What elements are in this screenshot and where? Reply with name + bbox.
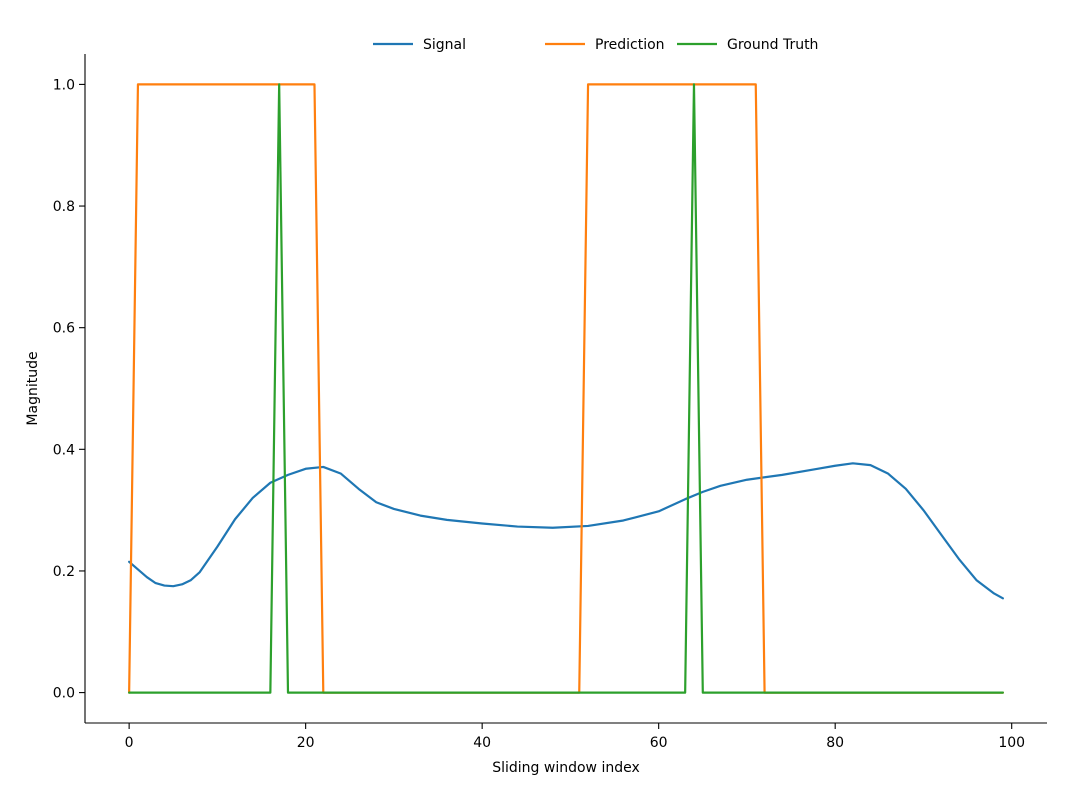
x-tick-label: 0 bbox=[125, 735, 134, 751]
legend-item-signal: Signal bbox=[373, 37, 466, 53]
y-tick-label: 0.8 bbox=[53, 199, 75, 215]
y-tick-label: 0.2 bbox=[53, 564, 75, 580]
legend: Signal Prediction Ground Truth bbox=[373, 37, 818, 53]
legend-label: Ground Truth bbox=[727, 37, 818, 53]
series-lines bbox=[128, 83, 1004, 694]
x-tick-label: 100 bbox=[998, 735, 1025, 751]
legend-label: Prediction bbox=[595, 37, 665, 53]
y-tick-label: 0.4 bbox=[53, 442, 75, 458]
x-tick-label: 60 bbox=[650, 735, 668, 751]
axes: 0 20 40 60 80 100 0.0 0.2 0.4 0.6 0.8 1.0 bbox=[53, 54, 1047, 751]
series-line-signal bbox=[128, 462, 1004, 600]
y-axis-title: Magnitude bbox=[25, 351, 41, 425]
series-line-ground-truth bbox=[128, 83, 1004, 694]
series-line-prediction bbox=[128, 83, 1004, 694]
legend-item-ground-truth: Ground Truth bbox=[677, 37, 818, 53]
y-tick-label: 1.0 bbox=[53, 77, 75, 93]
x-tick-label: 40 bbox=[473, 735, 491, 751]
x-tick-label: 20 bbox=[297, 735, 315, 751]
y-tick-label: 0.0 bbox=[53, 686, 75, 702]
legend-item-prediction: Prediction bbox=[545, 37, 665, 53]
y-tick-label: 0.6 bbox=[53, 321, 75, 337]
legend-label: Signal bbox=[423, 37, 466, 53]
x-axis-title: Sliding window index bbox=[492, 760, 640, 776]
x-tick-label: 80 bbox=[826, 735, 844, 751]
